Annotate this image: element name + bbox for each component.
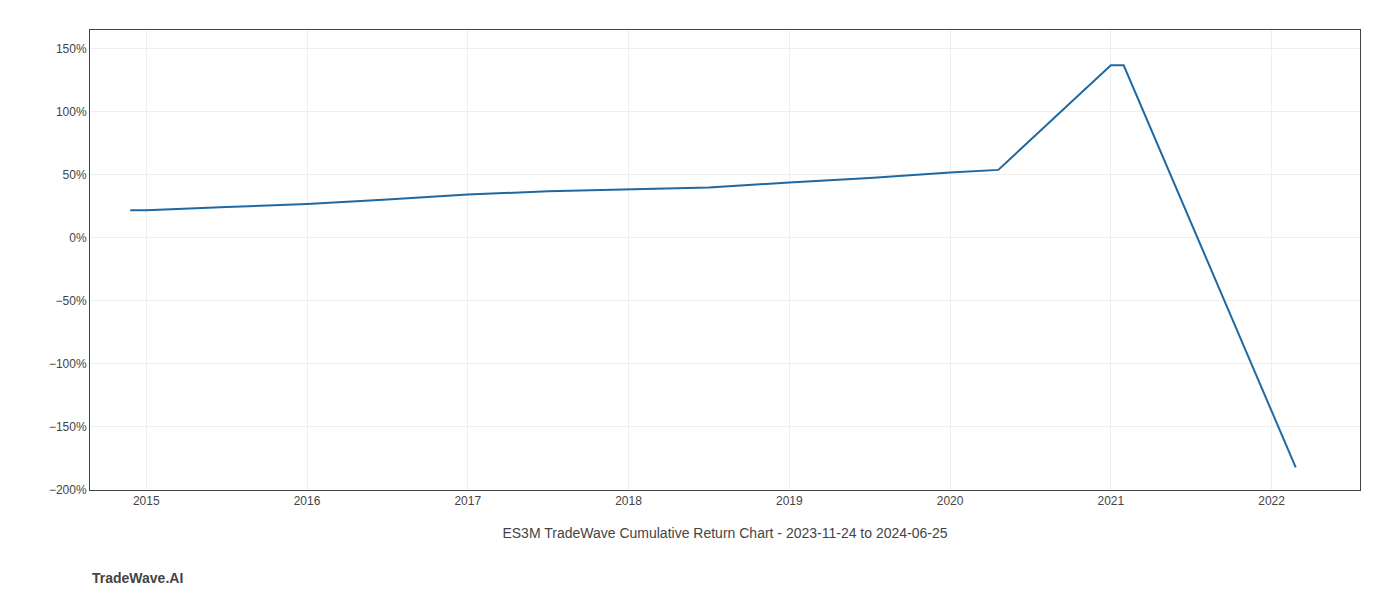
svg-text:2020: 2020 (937, 494, 964, 508)
svg-text:TradeWave.AI: TradeWave.AI (92, 570, 183, 586)
svg-text:50%: 50% (63, 168, 87, 182)
svg-text:2019: 2019 (776, 494, 803, 508)
svg-text:2017: 2017 (454, 494, 481, 508)
svg-text:−150%: −150% (49, 420, 87, 434)
svg-text:ES3M TradeWave Cumulative Retu: ES3M TradeWave Cumulative Return Chart -… (502, 525, 947, 541)
svg-text:0%: 0% (69, 231, 87, 245)
svg-text:2016: 2016 (294, 494, 321, 508)
svg-text:2015: 2015 (133, 494, 160, 508)
svg-text:100%: 100% (56, 105, 87, 119)
svg-text:2021: 2021 (1097, 494, 1124, 508)
svg-text:−50%: −50% (56, 294, 87, 308)
svg-text:150%: 150% (56, 42, 87, 56)
svg-text:2018: 2018 (615, 494, 642, 508)
svg-text:−200%: −200% (49, 483, 87, 497)
svg-text:2022: 2022 (1258, 494, 1285, 508)
svg-text:−100%: −100% (49, 357, 87, 371)
